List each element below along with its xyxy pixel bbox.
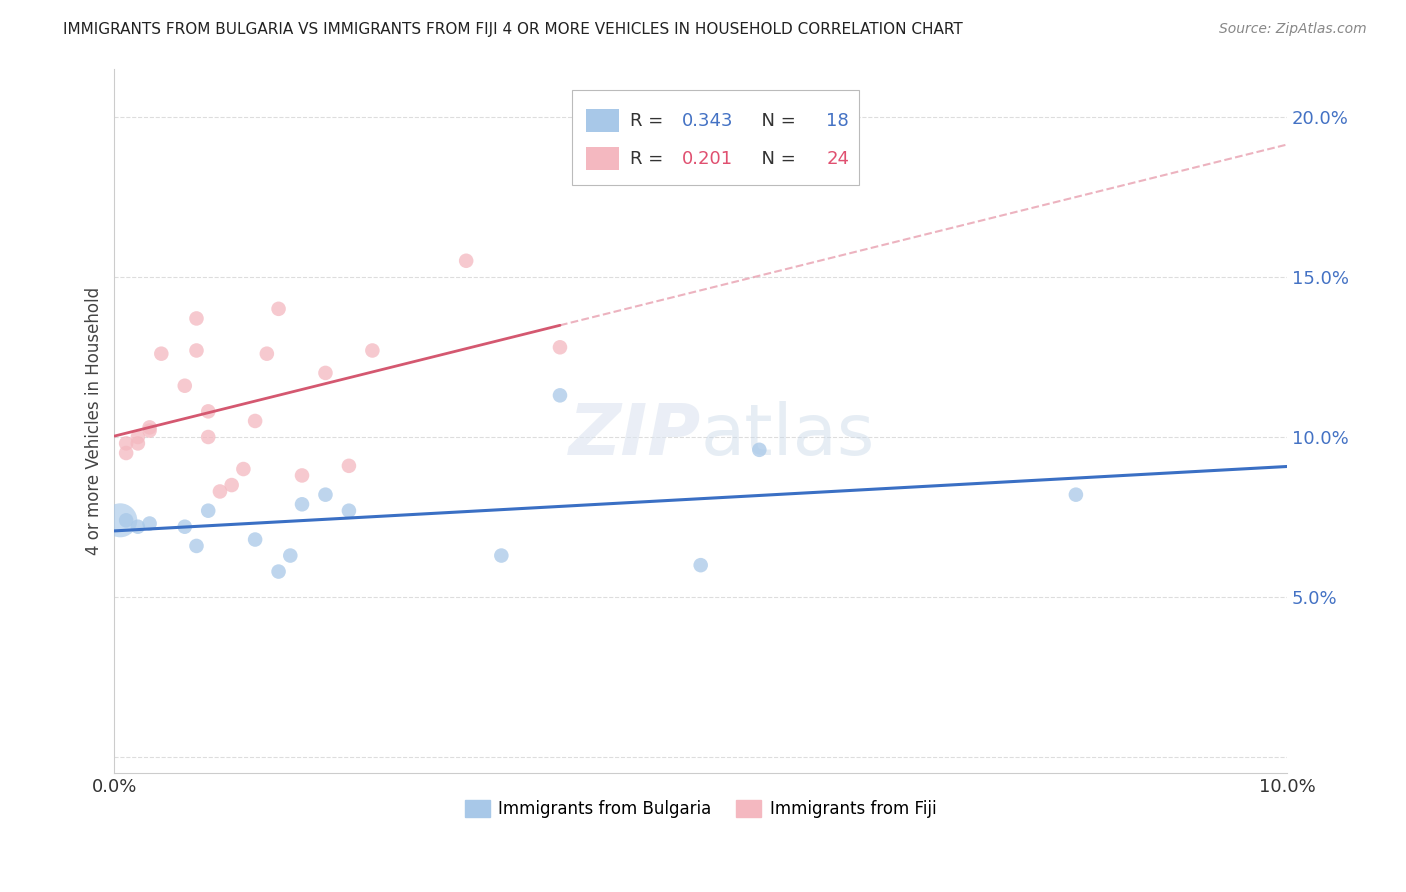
Point: [127, 519, 149, 533]
Point: [267, 565, 290, 579]
Bar: [586, 110, 619, 132]
Y-axis label: 4 or more Vehicles in Household: 4 or more Vehicles in Household: [86, 287, 103, 555]
Point: [491, 549, 513, 563]
Point: [138, 424, 160, 438]
Point: [243, 533, 266, 547]
Text: R =: R =: [630, 150, 669, 168]
Point: [221, 478, 243, 492]
Point: [138, 516, 160, 531]
Point: [173, 519, 195, 533]
Text: N =: N =: [749, 112, 801, 129]
Point: [115, 513, 138, 527]
Point: [337, 458, 360, 473]
Text: R =: R =: [630, 112, 669, 129]
Point: [127, 436, 149, 450]
Point: [361, 343, 384, 358]
Point: [110, 513, 132, 527]
Text: N =: N =: [749, 150, 801, 168]
Point: [291, 468, 314, 483]
Point: [314, 488, 336, 502]
Point: [115, 446, 138, 460]
Point: [173, 378, 195, 392]
Point: [150, 347, 173, 361]
Text: IMMIGRANTS FROM BULGARIA VS IMMIGRANTS FROM FIJI 4 OR MORE VEHICLES IN HOUSEHOLD: IMMIGRANTS FROM BULGARIA VS IMMIGRANTS F…: [63, 22, 963, 37]
Point: [291, 497, 314, 511]
Point: [267, 301, 290, 316]
Bar: [586, 147, 619, 170]
Point: [456, 253, 478, 268]
Point: [748, 442, 770, 457]
Point: [197, 404, 219, 418]
Point: [138, 420, 160, 434]
Point: [337, 504, 360, 518]
Point: [197, 430, 219, 444]
Point: [232, 462, 254, 476]
Point: [548, 388, 571, 402]
Point: [186, 343, 208, 358]
Text: ZIP: ZIP: [568, 401, 700, 469]
Text: 0.201: 0.201: [682, 150, 733, 168]
Point: [1064, 488, 1087, 502]
Legend: Immigrants from Bulgaria, Immigrants from Fiji: Immigrants from Bulgaria, Immigrants fro…: [458, 794, 943, 825]
Point: [127, 430, 149, 444]
Text: atlas: atlas: [700, 401, 875, 469]
Point: [314, 366, 336, 380]
Text: 0.343: 0.343: [682, 112, 734, 129]
Point: [197, 504, 219, 518]
Text: Source: ZipAtlas.com: Source: ZipAtlas.com: [1219, 22, 1367, 37]
Point: [548, 340, 571, 354]
Text: 24: 24: [827, 150, 849, 168]
Point: [186, 539, 208, 553]
Point: [256, 347, 278, 361]
Point: [243, 414, 266, 428]
Point: [689, 558, 711, 573]
Point: [278, 549, 301, 563]
Point: [208, 484, 231, 499]
Text: 18: 18: [827, 112, 849, 129]
FancyBboxPatch shape: [572, 90, 859, 185]
Point: [186, 311, 208, 326]
Point: [115, 436, 138, 450]
